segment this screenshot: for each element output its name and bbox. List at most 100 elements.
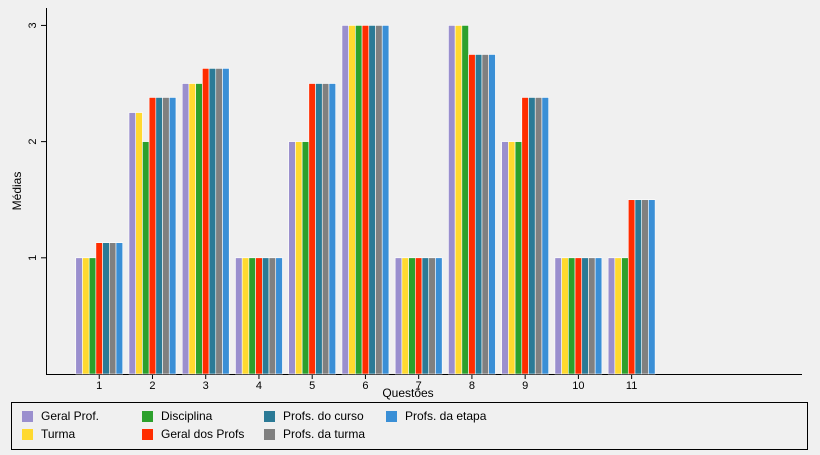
- bars: [75, 25, 656, 375]
- bar-q3-series-6: [222, 68, 230, 375]
- bar-q10-series-1: [561, 257, 569, 375]
- bar-q5-series-4: [315, 83, 323, 375]
- y-tick-label: 2: [27, 139, 39, 145]
- x-tick-label: 8: [469, 380, 475, 392]
- x-tick-label: 7: [416, 380, 422, 392]
- bar-q9-series-0: [501, 141, 509, 375]
- bar-q9-series-3: [521, 97, 529, 375]
- x-tick-label: 1: [96, 380, 102, 392]
- bar-q6-series-4: [368, 25, 376, 375]
- bar-q4-series-4: [262, 257, 270, 375]
- legend-label: Geral dos Profs: [161, 427, 245, 441]
- bar-q7-series-5: [428, 257, 436, 375]
- x-tick-label: 3: [203, 380, 209, 392]
- x-ticks: 1 2 3 4 5 6 7 8 9 10 11: [96, 374, 637, 392]
- bar-q1-series-5: [109, 242, 117, 375]
- bar-q3-series-0: [181, 83, 190, 375]
- bar-q5-series-2: [301, 141, 310, 375]
- bar-q6-series-3: [361, 25, 370, 375]
- legend-item: Profs. da turma: [264, 427, 365, 441]
- bar-q1-series-0: [75, 257, 83, 375]
- bar-q3-series-4: [208, 68, 217, 375]
- legend-label: Profs. da etapa: [405, 409, 487, 423]
- bar-q11-series-0: [607, 257, 616, 375]
- bar-q7-series-6: [435, 257, 443, 375]
- bar-q9-series-5: [534, 97, 543, 375]
- x-axis-title: Questões: [382, 386, 433, 400]
- y-axis-title: Médias: [10, 172, 24, 211]
- legend-swatch: [142, 428, 153, 440]
- bar-q5-series-6: [328, 83, 336, 375]
- bar-q11-series-4: [634, 199, 642, 375]
- bar-q1-series-4: [102, 242, 110, 375]
- bar-q4-series-6: [275, 257, 283, 375]
- legend-swatch: [386, 410, 397, 422]
- legend-swatch: [22, 428, 33, 440]
- bar-q11-series-2: [621, 257, 629, 375]
- bar-q6-series-5: [375, 25, 383, 375]
- bar-q8-series-5: [481, 54, 489, 375]
- bar-q8-series-4: [474, 54, 483, 375]
- y-tick-label: 1: [27, 255, 39, 261]
- bar-q7-series-3: [415, 257, 423, 375]
- bar-q2-series-1: [135, 112, 143, 375]
- bar-q2-series-3: [148, 97, 157, 375]
- x-tick-label: 6: [362, 380, 368, 392]
- bar-q4-series-0: [235, 257, 243, 375]
- bar-q4-series-5: [268, 257, 277, 375]
- bar-q2-series-0: [128, 112, 137, 375]
- bar-q4-series-3: [255, 257, 263, 375]
- bar-q4-series-1: [241, 257, 250, 375]
- x-tick-label: 4: [256, 380, 262, 392]
- bar-q2-series-2: [142, 141, 150, 375]
- bar-q3-series-5: [215, 68, 223, 375]
- legend-item: Geral Prof.: [22, 409, 99, 423]
- y-tick-label: 3: [27, 22, 39, 28]
- legend-label: Profs. do curso: [283, 409, 364, 423]
- bar-q9-series-4: [528, 97, 536, 375]
- bar-q10-series-3: [574, 257, 583, 375]
- bar-q1-series-1: [82, 257, 90, 375]
- bar-q5-series-1: [295, 141, 303, 375]
- bar-q8-series-3: [468, 54, 476, 375]
- legend-swatch: [142, 410, 153, 422]
- bar-q4-series-2: [248, 257, 256, 375]
- legend-label: Geral Prof.: [41, 409, 100, 423]
- bar-q5-series-3: [308, 83, 316, 375]
- bar-q2-series-4: [155, 97, 163, 375]
- bar-q11-series-3: [627, 199, 636, 375]
- bar-q1-series-2: [88, 257, 97, 375]
- bar-q3-series-2: [195, 83, 203, 375]
- x-tick-label: 5: [309, 380, 315, 392]
- bar-q10-series-2: [568, 257, 576, 375]
- bar-q8-series-0: [448, 25, 456, 375]
- legend-label: Turma: [41, 427, 76, 441]
- x-tick-label: 2: [149, 380, 155, 392]
- bar-q8-series-6: [488, 54, 496, 375]
- bar-q1-series-6: [115, 242, 124, 375]
- bar-q7-series-1: [401, 257, 409, 375]
- bar-chart: 1 2 3 1 2 3 4 5 6 7 8 9 10 11 Médias Questões: [10, 8, 802, 400]
- bar-q9-series-2: [514, 141, 523, 375]
- bar-q7-series-4: [421, 257, 430, 375]
- bar-q8-series-2: [461, 25, 469, 375]
- legend-swatch: [22, 410, 33, 422]
- bar-q7-series-0: [394, 257, 403, 375]
- bar-q5-series-5: [321, 83, 330, 375]
- bar-q1-series-3: [95, 242, 103, 375]
- bar-q3-series-1: [188, 83, 196, 375]
- y-ticks: 1 2 3: [27, 22, 46, 261]
- legend-item: Geral dos Profs: [142, 427, 244, 441]
- bar-q10-series-4: [581, 257, 589, 375]
- legend-swatch: [264, 410, 275, 422]
- legend: Geral Prof. Turma Disciplina Geral dos Prof…: [11, 402, 808, 450]
- legend-label: Disciplina: [161, 409, 213, 423]
- bar-q9-series-1: [508, 141, 516, 375]
- bar-q6-series-2: [355, 25, 363, 375]
- legend-item: Turma: [22, 427, 75, 441]
- legend-item: Profs. da etapa: [386, 409, 486, 423]
- x-tick-label: 9: [522, 380, 528, 392]
- bar-q7-series-2: [408, 257, 416, 375]
- bar-q5-series-0: [288, 141, 296, 375]
- legend-item: Disciplina: [142, 409, 212, 423]
